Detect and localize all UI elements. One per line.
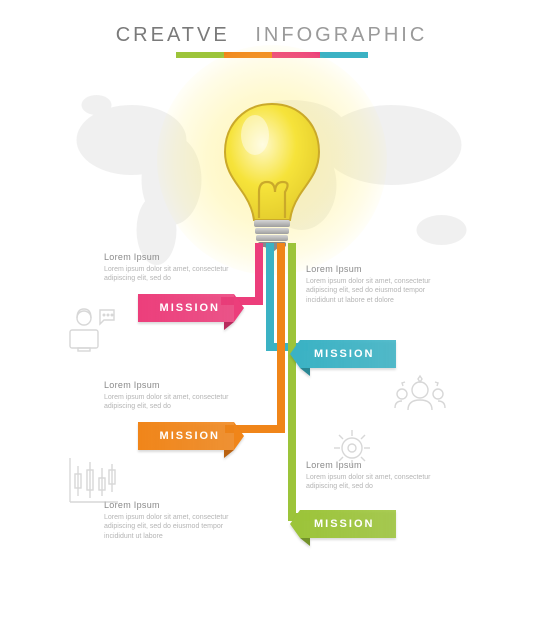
title-colorbar	[176, 52, 368, 58]
title-word1: CREATVE	[116, 24, 230, 46]
block-body: Lorem ipsum dolor sit amet, consectetur …	[104, 265, 254, 284]
block-heading: Lorem Ipsum	[306, 264, 456, 274]
page-title: CREATVE INFOGRAPHIC	[0, 24, 543, 47]
text-block-tb-extra: Lorem Ipsum Lorem ipsum dolor sit amet, c…	[104, 500, 254, 541]
colorbar-seg-4	[320, 52, 368, 58]
text-block-tb-orange: Lorem Ipsum Lorem ipsum dolor sit amet, c…	[104, 380, 254, 412]
ribbon-label: MISSION	[314, 348, 374, 360]
support-icon	[64, 300, 120, 356]
colorbar-seg-3	[272, 52, 320, 58]
team-icon	[392, 370, 448, 426]
block-heading: Lorem Ipsum	[104, 252, 254, 262]
text-block-tb-teal: Lorem Ipsum Lorem ipsum dolor sit amet, c…	[306, 264, 456, 305]
block-heading: Lorem Ipsum	[104, 500, 254, 510]
ribbon-fold	[300, 368, 310, 376]
block-body: Lorem ipsum dolor sit amet, consectetur …	[104, 393, 254, 412]
colorbar-seg-1	[176, 52, 224, 58]
ribbon-fold	[224, 450, 234, 458]
lightbulb-icon	[217, 100, 327, 255]
mission-green: MISSION	[300, 510, 396, 538]
ribbon-label: MISSION	[160, 302, 220, 314]
ribbon-fold	[300, 538, 310, 546]
gear-icon	[324, 420, 380, 476]
ribbon-label: MISSION	[160, 430, 220, 442]
colorbar-seg-2	[224, 52, 272, 58]
block-body: Lorem ipsum dolor sit amet, consectetur …	[306, 277, 456, 305]
mission-orange: MISSION	[138, 422, 234, 450]
text-block-tb-pink: Lorem Ipsum Lorem ipsum dolor sit amet, c…	[104, 252, 254, 284]
block-heading: Lorem Ipsum	[104, 380, 254, 390]
mission-teal: MISSION	[300, 340, 396, 368]
block-body: Lorem ipsum dolor sit amet, consectetur …	[104, 513, 254, 541]
infographic-canvas: CREATVE INFOGRAPHIC	[0, 0, 543, 626]
ribbon-fold	[224, 322, 234, 330]
chart-icon	[64, 452, 120, 508]
mission-pink: MISSION	[138, 294, 234, 322]
bulb-glow	[157, 45, 387, 275]
ribbon-label: MISSION	[314, 518, 374, 530]
title-word2: INFOGRAPHIC	[255, 24, 427, 46]
